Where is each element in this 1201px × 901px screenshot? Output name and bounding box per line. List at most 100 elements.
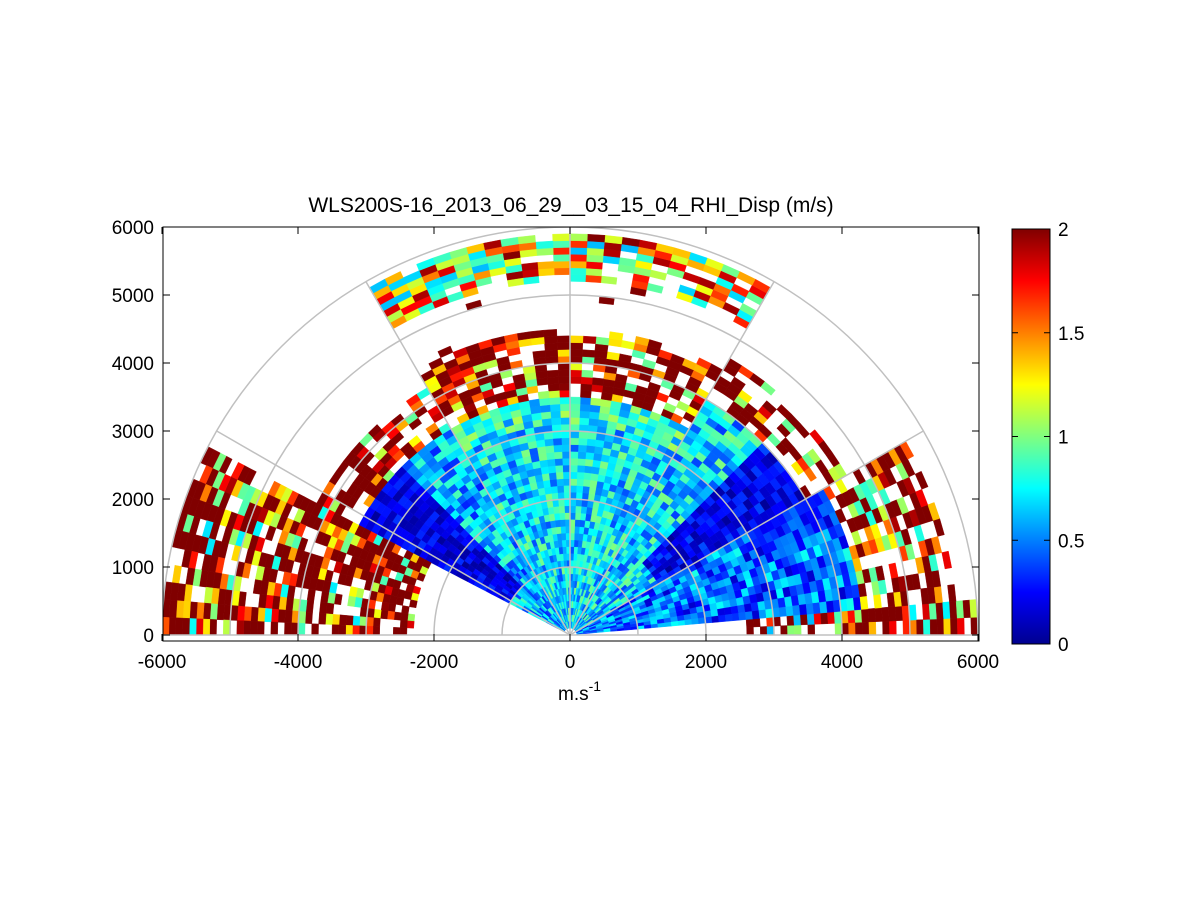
heatmap-cell: [589, 397, 602, 407]
heatmap-cell: [569, 464, 578, 473]
heatmap-cell: [560, 430, 571, 439]
heatmap-cell: [352, 625, 360, 636]
heatmap-cell: [590, 472, 599, 482]
heatmap-cell: [372, 617, 381, 627]
heatmap-cell: [563, 498, 571, 507]
heatmap-cell: [541, 417, 552, 427]
heatmap-cell: [561, 444, 571, 452]
heatmap-cell: [562, 464, 571, 473]
heatmap-cell: [203, 586, 213, 604]
heatmap-cell: [867, 608, 876, 623]
heatmap-cell: [538, 397, 551, 407]
heatmap-cell: [306, 588, 316, 602]
heatmap-cell: [582, 485, 590, 494]
heatmap-cell: [256, 621, 265, 636]
x-tick-label: 2000: [685, 652, 727, 673]
heatmap-cell: [928, 602, 938, 620]
heatmap-cell: [569, 451, 579, 459]
heatmap-cell: [352, 615, 361, 627]
heatmap-cell: [786, 615, 795, 626]
heatmap-cell: [569, 335, 584, 344]
heatmap-cell: [537, 261, 555, 270]
heatmap-cell: [936, 618, 945, 636]
heatmap-cell: [572, 566, 577, 575]
heatmap-cell: [578, 417, 590, 426]
heatmap-cell: [284, 609, 293, 624]
heatmap-cell: [583, 465, 593, 474]
heatmap-cell: [586, 240, 605, 250]
heatmap-cell: [935, 602, 944, 620]
heatmap-cell: [557, 362, 571, 371]
heatmap-cell: [560, 526, 566, 534]
heatmap-cell: [318, 612, 327, 625]
heatmap-cell: [813, 612, 822, 625]
heatmap-cell: [569, 417, 580, 425]
heatmap-cell: [751, 609, 760, 620]
heatmap-cell: [792, 604, 801, 616]
heatmap-cell: [569, 253, 587, 262]
heatmap-cell: [827, 611, 836, 624]
heatmap-cell: [331, 624, 340, 636]
heatmap-cell: [585, 261, 603, 270]
y-tick-label: 0: [143, 626, 154, 647]
heatmap-cell: [569, 274, 586, 282]
heatmap-cell: [270, 621, 279, 636]
heatmap-cell: [600, 275, 618, 285]
heatmap-cell: [947, 584, 957, 603]
heatmap-cell: [236, 620, 245, 636]
heatmap-cell: [552, 240, 571, 249]
heatmap-cell: [544, 342, 558, 351]
heatmap-cell: [556, 342, 571, 350]
heatmap-cell: [778, 606, 788, 617]
heatmap-cell: [746, 626, 754, 636]
heatmap-cell: [595, 336, 610, 346]
heatmap-cell: [557, 355, 571, 364]
heatmap-cell: [949, 600, 958, 619]
heatmap-cell: [222, 619, 231, 636]
heatmap-cell: [800, 614, 809, 626]
heatmap-cell: [696, 357, 712, 370]
heatmap-cell: [553, 451, 563, 460]
heatmap-cell: [576, 471, 585, 480]
heatmap-cell: [793, 624, 802, 636]
heatmap-cell: [547, 376, 560, 385]
heatmap-cell: [347, 595, 356, 607]
heatmap-cell: [182, 600, 191, 619]
heatmap-cell: [399, 619, 408, 629]
heatmap-cell: [284, 622, 292, 636]
heatmap-cell: [574, 526, 580, 534]
heatmap-cell: [776, 404, 792, 419]
heatmap-cell: [552, 437, 562, 446]
heatmap-cell: [580, 383, 593, 392]
heatmap-cell: [572, 560, 577, 568]
heatmap-cell: [236, 605, 246, 622]
heatmap-cell: [380, 601, 390, 612]
heatmap-cell: [338, 614, 347, 626]
heatmap-cell: [393, 611, 402, 621]
heatmap-cell: [574, 519, 581, 527]
heatmap-cell: [544, 445, 555, 454]
heatmap-cell: [569, 233, 588, 242]
heatmap-cell: [762, 400, 777, 415]
heatmap-cell: [909, 619, 918, 636]
heatmap-cell: [563, 491, 571, 500]
heatmap-cell: [564, 512, 571, 520]
heatmap-cell: [556, 335, 571, 344]
heatmap-cell: [798, 603, 808, 616]
heatmap-cell: [569, 403, 581, 412]
heatmap-cell: [202, 618, 211, 636]
heatmap-cell: [580, 376, 593, 385]
heatmap-cell: [168, 617, 177, 636]
heatmap-cell: [559, 410, 571, 418]
heatmap-cell: [320, 591, 330, 604]
heatmap-cell: [809, 429, 824, 445]
heatmap-cell: [563, 485, 571, 493]
heatmap-cell: [189, 601, 198, 619]
heatmap-cell: [874, 607, 883, 622]
heatmap-cell: [569, 423, 580, 432]
heatmap-cell: [579, 512, 587, 521]
heatmap-cell: [209, 603, 218, 620]
heatmap-cell: [889, 620, 897, 636]
heatmap-cell: [549, 478, 558, 487]
